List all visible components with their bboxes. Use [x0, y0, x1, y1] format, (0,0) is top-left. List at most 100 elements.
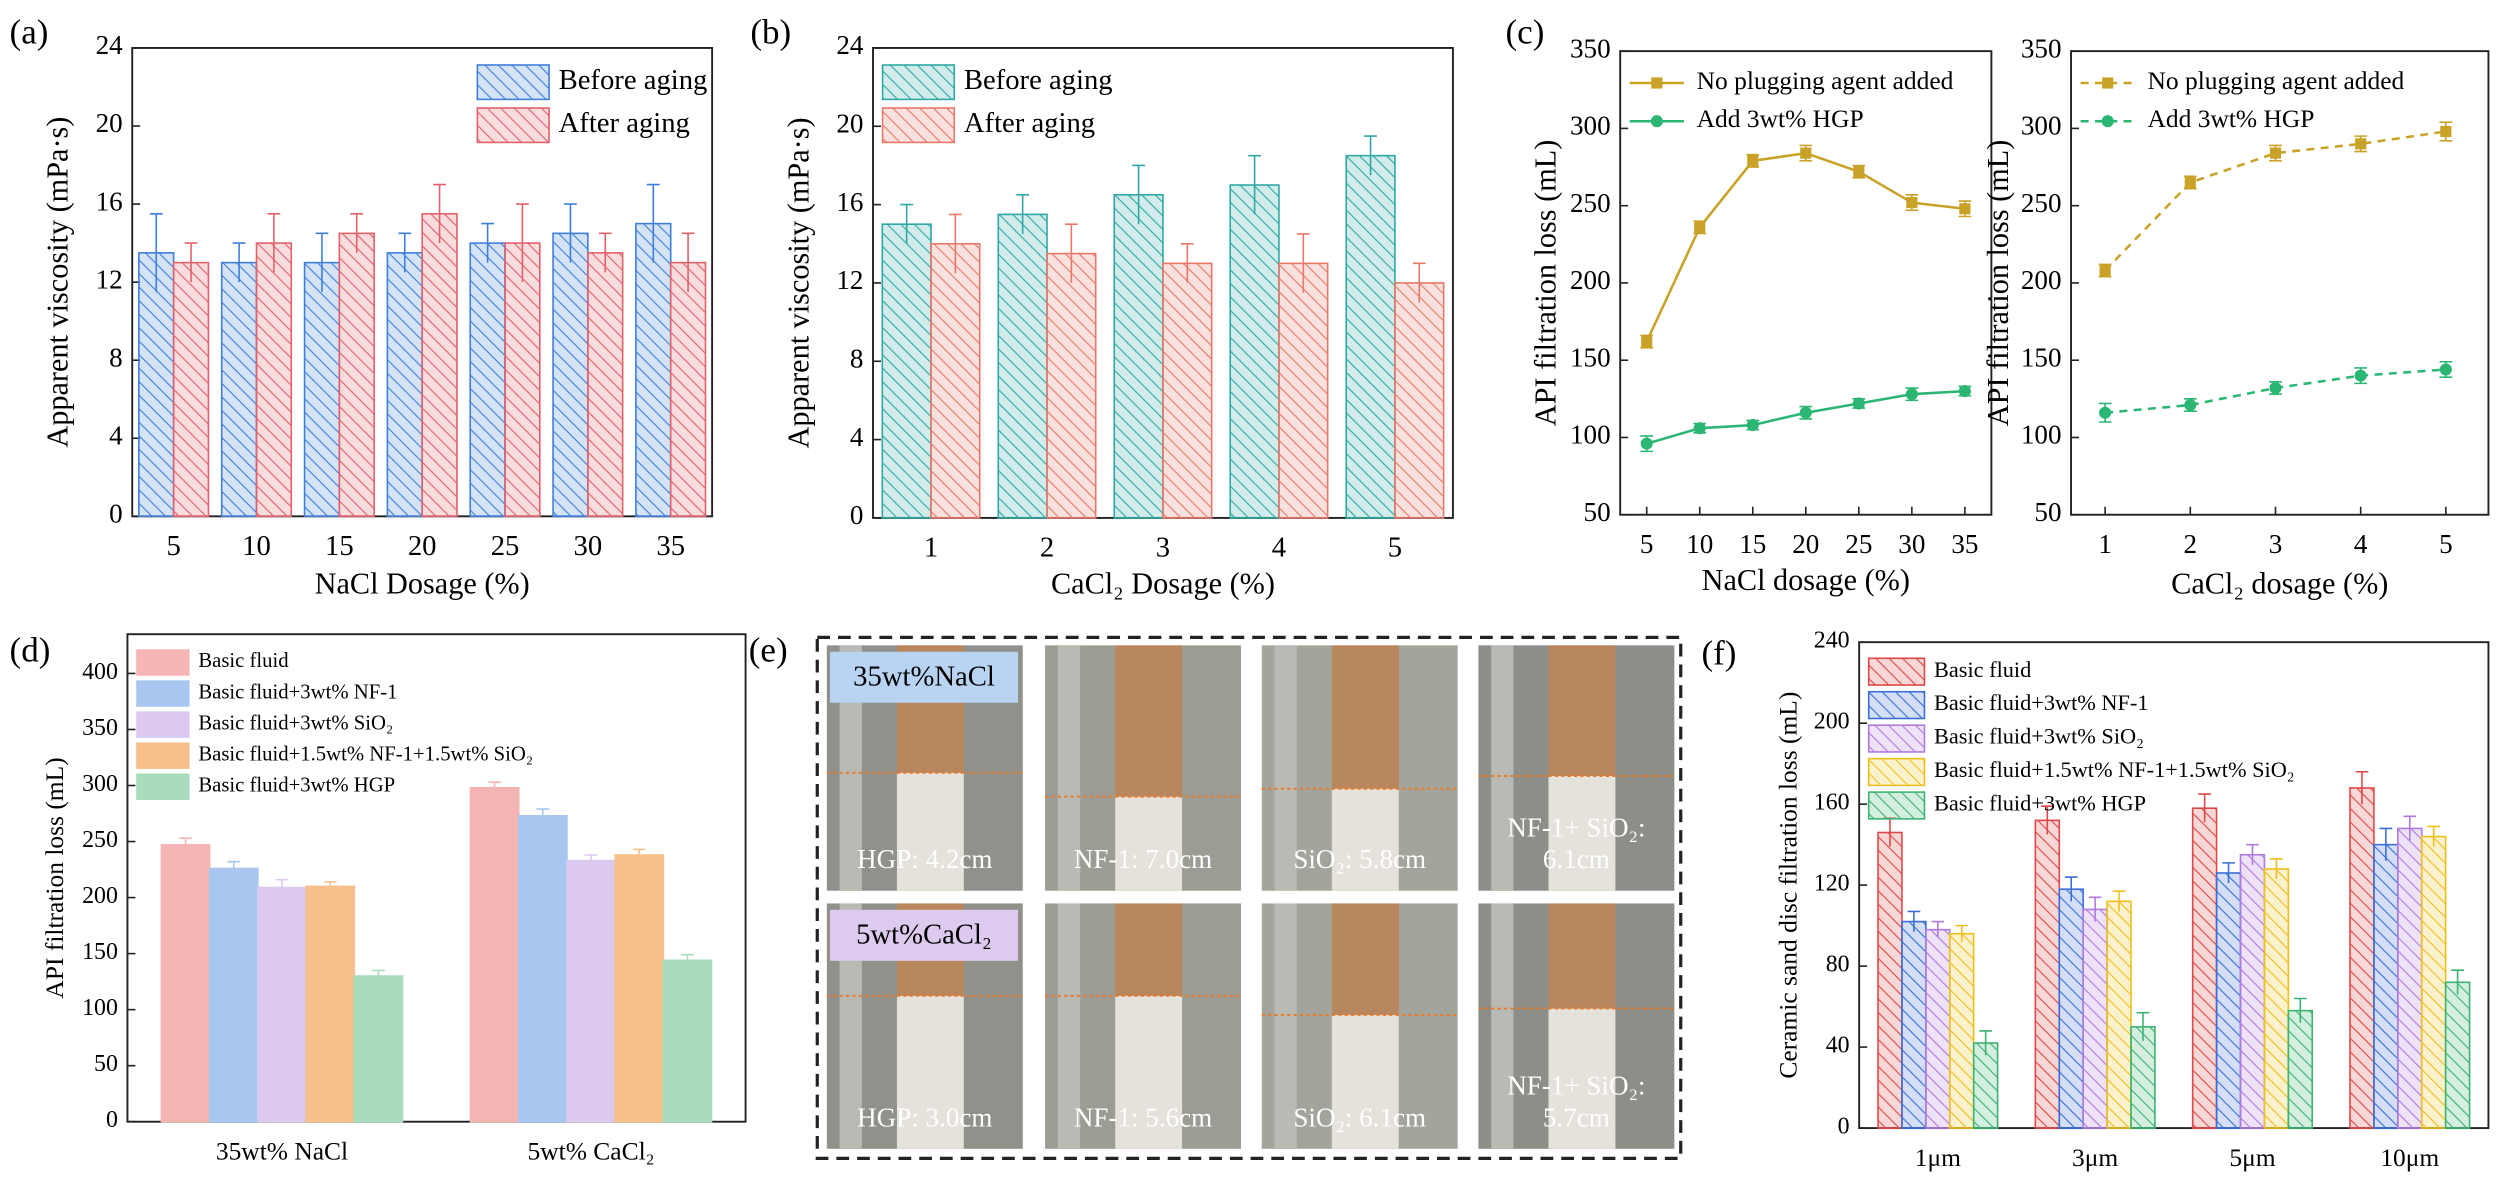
legend-label: Basic fluid+1.5wt% NF-1+1.5wt% SiO₂: [198, 743, 533, 765]
legend-label: Basic fluid+3wt% NF-1: [1934, 690, 2148, 715]
marker: [1693, 422, 1706, 435]
x-axis-label: CaCl₂ Dosage (%): [1051, 566, 1275, 600]
plot-frame: [126, 633, 747, 1123]
photo-frame-bar: [839, 645, 862, 891]
error-bar: [2403, 815, 2417, 841]
marker: [1746, 419, 1759, 432]
marker: [2440, 125, 2452, 138]
line: [1645, 151, 1966, 343]
legend-label: Add 3wt% HGP: [2148, 104, 2315, 133]
legend-label: Before aging: [559, 64, 708, 96]
photo-tube-bottom: [1331, 1014, 1399, 1149]
photo-caption: NF-1+ SiO₂:: [1507, 1070, 1645, 1100]
legend-swatch: [1867, 657, 1926, 686]
bar: [2397, 827, 2423, 1129]
error-bar: [149, 213, 163, 292]
bar: [881, 223, 932, 519]
bar: [587, 252, 624, 518]
photo-tube-bottom: [1548, 776, 1616, 891]
y-tick-label: 120: [1814, 871, 1850, 897]
legend-swatch: [1867, 757, 1926, 787]
bar: [2349, 787, 2375, 1129]
x-axis-label: NaCl dosage (%): [1702, 563, 1910, 597]
y-tick-label: 250: [82, 827, 118, 853]
x-tick-label: 5: [1388, 531, 1402, 563]
y-axis-label: API filtration loss (mL): [1981, 140, 2015, 427]
legend-label: Basic fluid: [198, 650, 289, 672]
photo-tube-top: [1115, 645, 1183, 797]
bar: [1901, 920, 1927, 1129]
photo-caption: NF-1: 5.6cm: [1074, 1102, 1212, 1132]
error-bar: [2198, 793, 2212, 823]
photo-tube-top: [1331, 645, 1399, 789]
legend-label: Basic fluid+1.5wt% NF-1+1.5wt% SiO₂: [1934, 757, 2295, 782]
legend-swatch: [136, 711, 190, 738]
error-bar: [2064, 876, 2078, 902]
y-tick-label: 200: [1814, 709, 1850, 735]
bar: [1162, 262, 1213, 519]
error-bar: [1979, 1030, 1993, 1056]
bar: [303, 261, 341, 518]
photo-caption: NF-1: 7.0cm: [1074, 844, 1212, 874]
bar: [504, 242, 541, 518]
photo-caption: 5.7cm: [1543, 1102, 1610, 1132]
y-tick-label: 12: [836, 265, 863, 295]
legend-swatch: [136, 680, 190, 707]
x-tick-label: 25: [1845, 529, 1872, 559]
error-bar: [681, 953, 694, 966]
bar: [208, 867, 259, 1123]
y-tick-label: 100: [82, 995, 118, 1021]
legend-swatch: [476, 107, 550, 144]
error-bar: [227, 860, 241, 876]
photo-panel-frame: [815, 635, 1683, 1160]
y-tick-label: 100: [2021, 420, 2062, 450]
legend-swatch: [881, 64, 956, 101]
legend-swatch: [136, 649, 190, 676]
y-tick-label: 12: [96, 264, 123, 294]
error-bar: [267, 213, 281, 273]
panel-label: (b): [750, 12, 791, 51]
bar: [1278, 262, 1329, 519]
marker: [2184, 398, 2197, 412]
bar: [1046, 252, 1097, 519]
bar: [2373, 843, 2399, 1129]
error-bar: [481, 222, 494, 263]
error-bar: [488, 781, 501, 794]
x-tick-label: 5: [2439, 529, 2453, 559]
legend-swatch: [1867, 791, 1926, 820]
bar: [386, 252, 423, 518]
bar: [138, 252, 175, 518]
error-bar: [179, 837, 192, 852]
x-tick-label: 20: [408, 530, 437, 562]
panel-label: (e): [749, 630, 788, 669]
error-bar: [1955, 924, 1969, 942]
error-bar: [1907, 910, 1921, 932]
marker: [1641, 336, 1653, 348]
x-tick-label: 4: [2354, 529, 2368, 559]
photo-frame-bar: [839, 903, 862, 1149]
y-tick-label: 250: [2021, 188, 2062, 218]
y-tick-label: 20: [836, 108, 863, 138]
y-tick-label: 400: [82, 659, 118, 685]
error-bar: [1016, 194, 1030, 234]
error-bar: [536, 808, 550, 823]
x-tick-label: 2: [1040, 531, 1054, 563]
x-tick-label: 5wt% CaCl₂: [528, 1136, 655, 1165]
x-tick-label: 5: [166, 530, 180, 562]
legend-marker: [1650, 115, 1663, 128]
marker: [1959, 203, 1971, 215]
bar: [1229, 184, 1280, 519]
y-tick-label: 150: [1570, 342, 1611, 372]
y-tick-label: 300: [2021, 111, 2062, 141]
error-bar: [433, 183, 446, 244]
y-tick-label: 16: [836, 187, 863, 217]
x-tick-label: 20: [1792, 529, 1819, 559]
error-bar: [2355, 770, 2369, 805]
error-bar: [2379, 827, 2393, 861]
marker: [1799, 406, 1812, 419]
x-tick-label: 2: [2184, 529, 2198, 559]
legend-swatch: [136, 773, 190, 800]
y-tick-label: 80: [1826, 952, 1850, 978]
legend-label: Add 3wt% HGP: [1697, 104, 1864, 133]
